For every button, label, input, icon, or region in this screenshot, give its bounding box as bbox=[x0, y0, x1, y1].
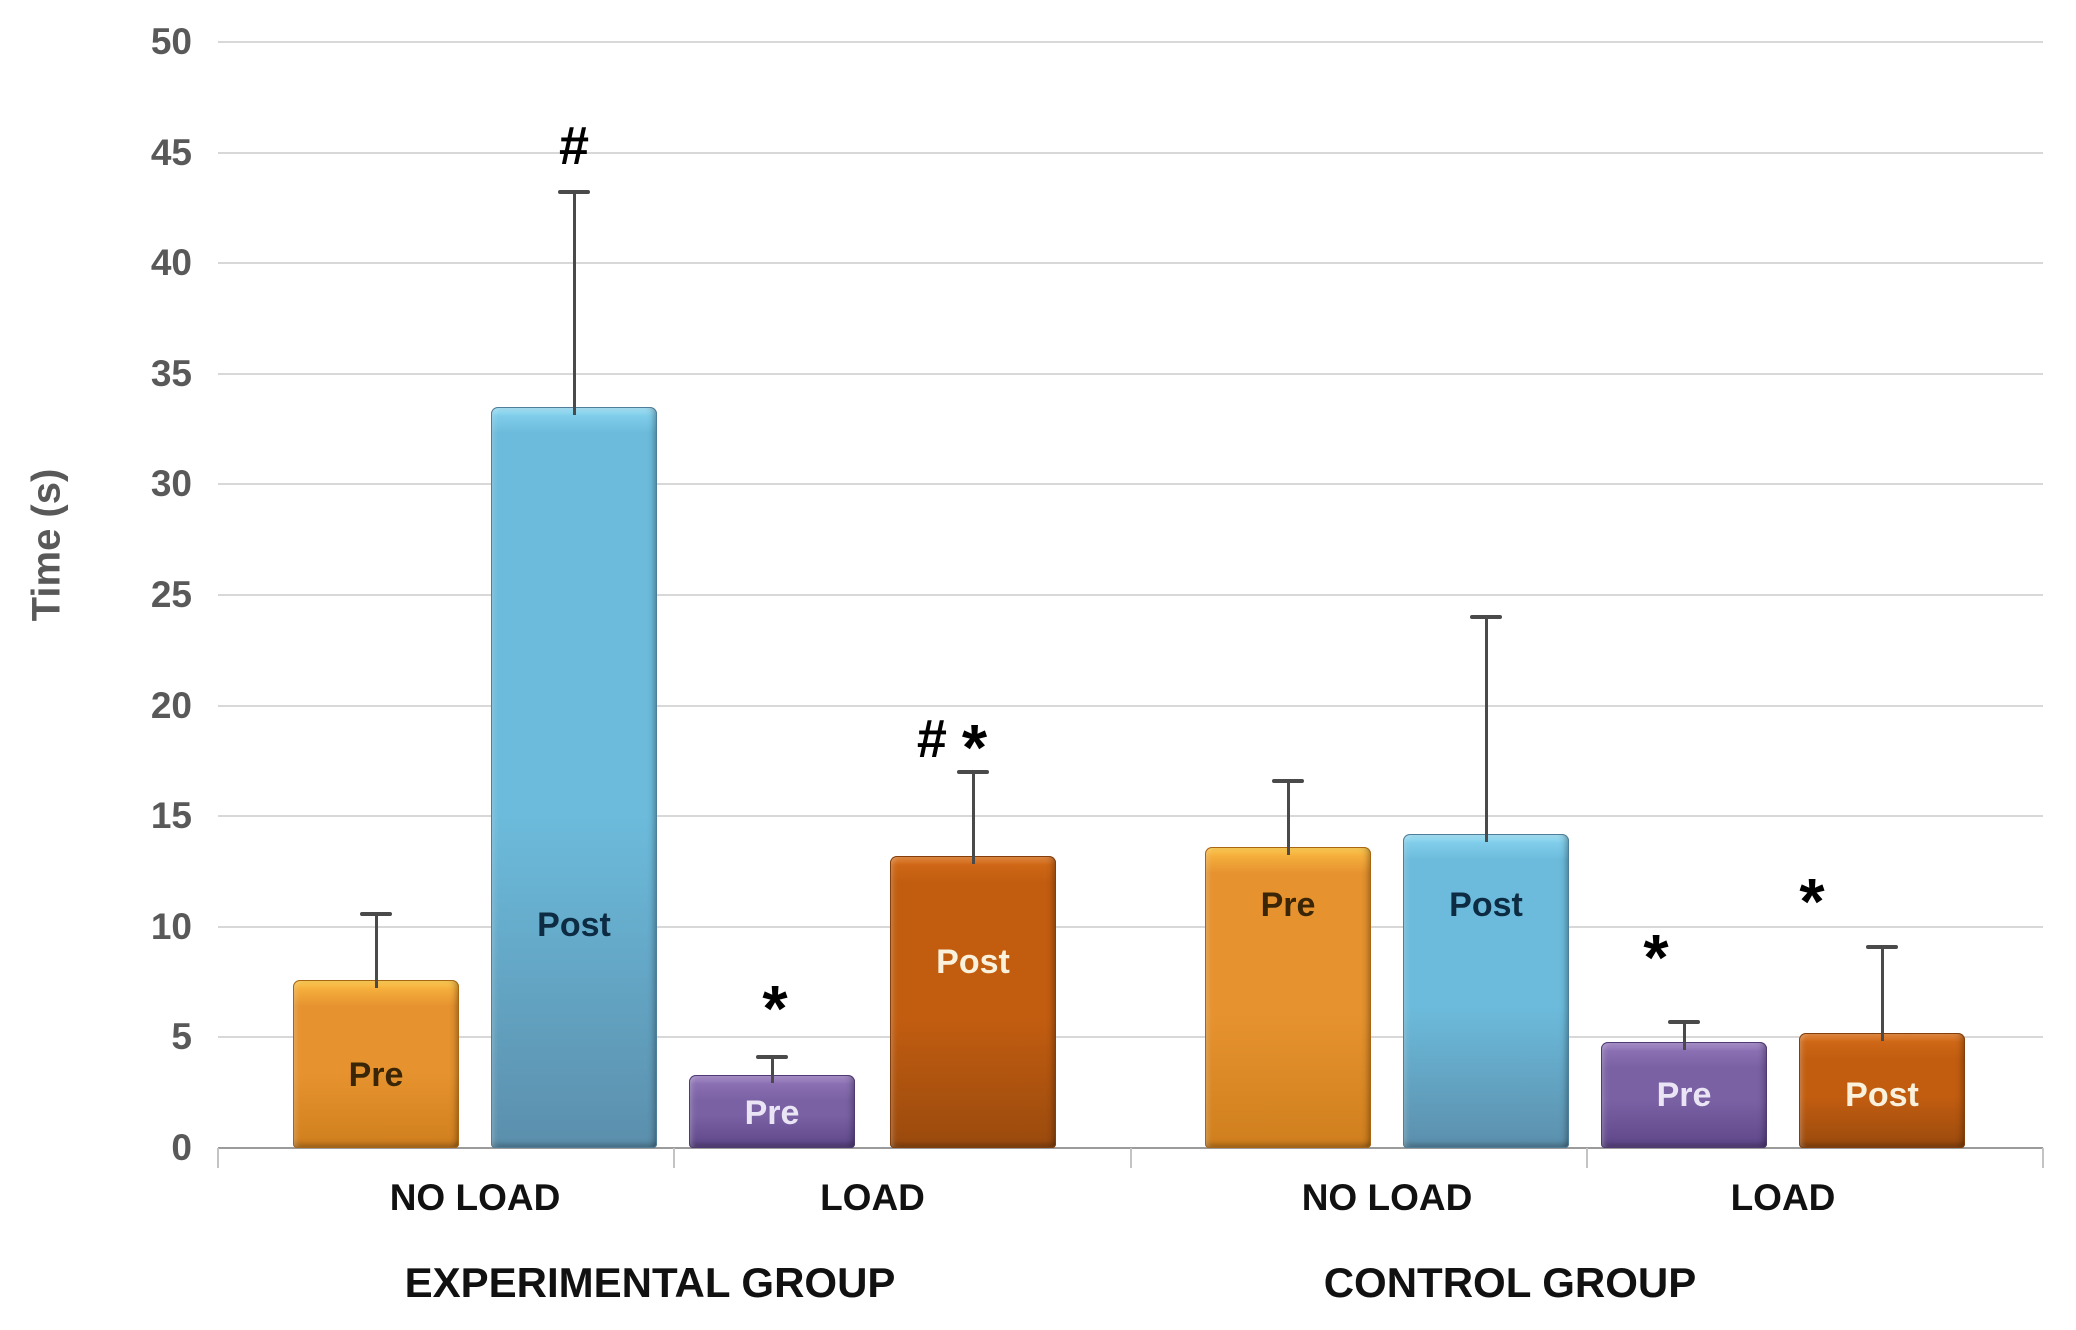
y-gridline bbox=[218, 815, 2043, 818]
bar-post-brown: Post bbox=[890, 856, 1056, 1148]
bar-series-label: Pre bbox=[1260, 885, 1316, 924]
y-gridline bbox=[218, 41, 2043, 43]
category-axis-tick bbox=[1586, 1148, 1588, 1168]
error-bar-cap bbox=[1272, 778, 1304, 783]
y-tick-label: 10 bbox=[150, 905, 192, 947]
error-bar-cap bbox=[1668, 1019, 1700, 1024]
category-axis-tick bbox=[673, 1148, 675, 1168]
hash-marker: # bbox=[916, 708, 947, 769]
bar-series-label: Post bbox=[1845, 1075, 1919, 1114]
error-bar-cap bbox=[1470, 615, 1502, 620]
category-label: LOAD bbox=[820, 1177, 925, 1218]
significance-annotation: # * bbox=[916, 708, 987, 780]
y-gridline bbox=[218, 925, 2043, 928]
y-tick-label: 20 bbox=[150, 684, 192, 726]
error-bar-line bbox=[770, 1057, 774, 1083]
significance-annotation: * bbox=[762, 969, 787, 1041]
bar-pre-purple: Pre bbox=[1601, 1041, 1767, 1148]
error-bar-cap bbox=[1866, 944, 1898, 949]
category-label: LOAD bbox=[1730, 1177, 1836, 1218]
y-tick-label: 40 bbox=[150, 242, 192, 284]
bar-series-label: Pre bbox=[348, 1055, 404, 1094]
asterisk-marker: * bbox=[1643, 920, 1669, 994]
y-tick-label: 25 bbox=[150, 574, 192, 615]
y-gridline bbox=[218, 704, 2043, 707]
error-bar-line bbox=[1880, 946, 1884, 1041]
bar-post-blue: Post bbox=[1403, 833, 1569, 1148]
error-bar-line bbox=[971, 771, 975, 864]
y-tick-label: 0 bbox=[171, 1127, 192, 1168]
y-tick-label: 15 bbox=[150, 795, 192, 837]
category-axis-tick bbox=[2042, 1148, 2044, 1168]
y-gridline bbox=[218, 1036, 2043, 1039]
y-gridline bbox=[218, 151, 2043, 154]
error-bar-line bbox=[1484, 617, 1488, 842]
bar-post-blue: Post bbox=[491, 406, 657, 1148]
asterisk-marker: * bbox=[762, 971, 788, 1045]
error-bar-line bbox=[1682, 1021, 1686, 1050]
y-tick-label: 45 bbox=[150, 131, 192, 173]
y-tick-label: 50 bbox=[150, 21, 192, 62]
significance-annotation: * bbox=[1799, 862, 1824, 934]
error-bar-line bbox=[374, 913, 378, 988]
bar-pre-orange: Pre bbox=[293, 979, 459, 1148]
y-gridline bbox=[218, 372, 2043, 375]
asterisk-marker: * bbox=[961, 710, 988, 784]
hash-marker: # bbox=[558, 115, 590, 176]
group-label: EXPERIMENTAL GROUP bbox=[404, 1259, 896, 1306]
y-tick-label: 30 bbox=[150, 463, 192, 505]
category-label: NO LOAD bbox=[1301, 1177, 1473, 1218]
category-label: NO LOAD bbox=[389, 1177, 561, 1218]
y-gridline bbox=[218, 483, 2043, 486]
y-gridline bbox=[218, 594, 2043, 596]
marker-space bbox=[947, 709, 962, 769]
error-bar-cap bbox=[957, 769, 989, 774]
bar-series-label: Pre bbox=[1656, 1075, 1712, 1114]
error-bar-cap bbox=[756, 1055, 788, 1060]
y-tick-label: 35 bbox=[150, 352, 192, 394]
error-bar-cap bbox=[360, 911, 392, 916]
error-bar-line bbox=[1286, 780, 1290, 856]
error-bar-cap bbox=[558, 190, 590, 195]
significance-annotation: * bbox=[1643, 918, 1668, 990]
bar-series-label: Post bbox=[936, 943, 1010, 982]
y-tick-label: 5 bbox=[171, 1016, 192, 1058]
significance-annotation: # bbox=[559, 119, 589, 173]
category-axis-tick bbox=[217, 1148, 219, 1168]
bar-post-brown: Post bbox=[1799, 1032, 1965, 1148]
bar-pre-orange: Pre bbox=[1205, 847, 1371, 1148]
y-gridline bbox=[218, 262, 2043, 265]
group-label: CONTROL GROUP bbox=[1323, 1259, 1697, 1306]
error-bar-line bbox=[572, 192, 576, 415]
bar-series-label: Post bbox=[1449, 885, 1523, 924]
asterisk-marker: * bbox=[1799, 865, 1825, 939]
bar-series-label: Pre bbox=[744, 1093, 800, 1132]
category-axis-tick bbox=[1130, 1148, 1132, 1168]
bar-pre-purple: Pre bbox=[689, 1075, 855, 1148]
bar-series-label: Post bbox=[537, 905, 611, 944]
